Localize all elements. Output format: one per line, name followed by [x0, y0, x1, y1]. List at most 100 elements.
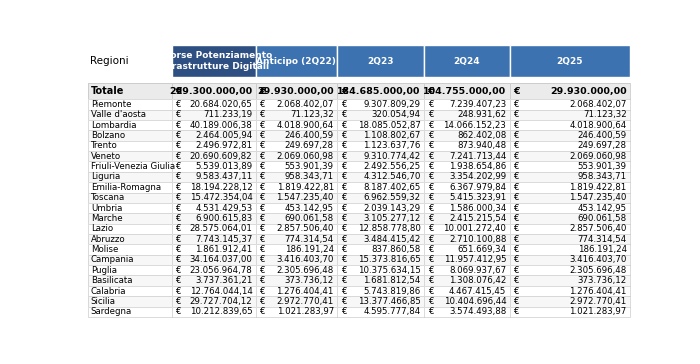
Text: 12.858.778,80: 12.858.778,80 — [358, 224, 421, 233]
Text: 4.312.546,70: 4.312.546,70 — [363, 173, 421, 181]
Text: €: € — [176, 131, 181, 140]
Bar — [256, 286, 337, 296]
Text: €: € — [513, 276, 519, 285]
Bar — [172, 223, 256, 234]
Text: €: € — [341, 307, 346, 316]
Bar — [256, 99, 337, 110]
Bar — [337, 45, 424, 77]
Bar — [172, 172, 256, 182]
Bar — [337, 161, 424, 172]
Bar — [172, 99, 256, 110]
Text: €: € — [513, 110, 519, 119]
Text: €: € — [260, 183, 265, 192]
Bar — [88, 306, 172, 317]
Text: 3.354.202,99: 3.354.202,99 — [449, 173, 506, 181]
Bar — [256, 234, 337, 244]
Text: €: € — [513, 193, 519, 202]
Bar — [256, 151, 337, 161]
Bar — [256, 110, 337, 120]
Text: €: € — [176, 162, 181, 171]
Bar — [510, 161, 630, 172]
Text: 5.743.819,86: 5.743.819,86 — [363, 286, 421, 296]
Bar — [337, 296, 424, 306]
Text: €: € — [513, 87, 520, 95]
Text: €: € — [341, 193, 346, 202]
Text: 10.212.839,65: 10.212.839,65 — [190, 307, 253, 316]
Text: 4.595.777,84: 4.595.777,84 — [363, 307, 421, 316]
Text: 134.685.000,00: 134.685.000,00 — [337, 87, 421, 95]
Text: €: € — [176, 286, 181, 296]
Bar — [510, 193, 630, 203]
Text: Bolzano: Bolzano — [91, 131, 125, 140]
Text: €: € — [260, 266, 265, 275]
Text: €: € — [513, 173, 519, 181]
Text: 23.056.964,78: 23.056.964,78 — [190, 266, 253, 275]
Bar — [337, 234, 424, 244]
Bar — [510, 141, 630, 151]
Text: €: € — [176, 87, 182, 95]
Text: €: € — [428, 224, 433, 233]
Bar — [337, 223, 424, 234]
Text: Regioni: Regioni — [90, 56, 129, 66]
Bar — [172, 255, 256, 265]
Text: €: € — [176, 141, 181, 150]
Text: 4.467.415,45: 4.467.415,45 — [449, 286, 506, 296]
Text: 1.547.235,40: 1.547.235,40 — [569, 193, 626, 202]
Bar — [337, 213, 424, 223]
Text: €: € — [428, 235, 433, 244]
Bar — [172, 213, 256, 223]
Text: 6.962.559,32: 6.962.559,32 — [363, 193, 421, 202]
Text: 6.900.615,83: 6.900.615,83 — [195, 214, 253, 223]
Text: 2.492.556,25: 2.492.556,25 — [363, 162, 421, 171]
Bar — [88, 130, 172, 141]
Bar — [256, 193, 337, 203]
Text: €: € — [428, 152, 433, 161]
Text: Umbria: Umbria — [91, 203, 122, 213]
Bar — [256, 296, 337, 306]
Text: 12.764.044,14: 12.764.044,14 — [190, 286, 253, 296]
Bar — [337, 276, 424, 286]
Bar — [88, 265, 172, 276]
Text: 320.054,94: 320.054,94 — [372, 110, 421, 119]
Text: €: € — [260, 203, 265, 213]
Text: 29.930.000,00: 29.930.000,00 — [257, 87, 334, 95]
Text: 958.343,71: 958.343,71 — [578, 173, 626, 181]
Text: 28.575.064,01: 28.575.064,01 — [190, 224, 253, 233]
Bar — [337, 110, 424, 120]
Text: 9.310.774,42: 9.310.774,42 — [363, 152, 421, 161]
Bar — [256, 255, 337, 265]
Bar — [88, 99, 172, 110]
Text: €: € — [513, 214, 519, 223]
Text: 29.930.000,00: 29.930.000,00 — [550, 87, 626, 95]
Bar — [256, 276, 337, 286]
Bar — [88, 151, 172, 161]
Bar — [510, 296, 630, 306]
Bar — [510, 255, 630, 265]
Text: 3.416.403,70: 3.416.403,70 — [276, 256, 334, 264]
Text: €: € — [428, 307, 433, 316]
Bar — [424, 120, 510, 130]
Text: €: € — [513, 152, 519, 161]
Bar — [88, 130, 172, 141]
Text: 40.189.006,38: 40.189.006,38 — [190, 120, 253, 130]
Bar — [88, 172, 172, 182]
Bar — [88, 276, 172, 286]
Text: 1.586.000,34: 1.586.000,34 — [449, 203, 506, 213]
Bar — [510, 182, 630, 193]
Bar — [337, 286, 424, 296]
Text: €: € — [513, 286, 519, 296]
Text: 2.305.696,48: 2.305.696,48 — [276, 266, 334, 275]
Bar — [510, 255, 630, 265]
Bar — [337, 193, 424, 203]
Bar — [88, 120, 172, 130]
Text: €: € — [428, 87, 434, 95]
Bar — [172, 193, 256, 203]
Bar — [172, 213, 256, 223]
Bar — [424, 141, 510, 151]
Text: €: € — [428, 173, 433, 181]
Text: €: € — [260, 100, 265, 109]
Text: €: € — [260, 245, 265, 254]
Text: €: € — [341, 162, 346, 171]
Bar — [424, 99, 510, 110]
Text: €: € — [176, 183, 181, 192]
